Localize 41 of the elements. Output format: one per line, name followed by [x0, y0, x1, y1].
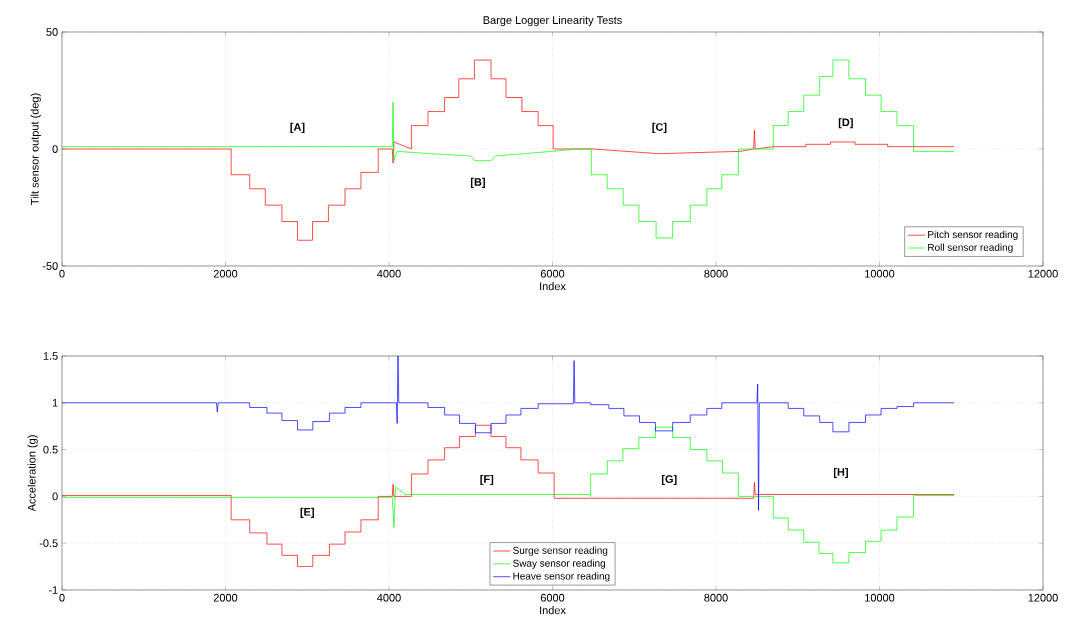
x-tick-label: 4000 [377, 269, 401, 278]
x-tick-label: 12000 [1028, 593, 1058, 602]
annotation: [H] [833, 467, 848, 479]
x-tick-label: 6000 [540, 269, 565, 278]
legend-label: Roll sensor reading [928, 243, 1013, 253]
x-tick-label: 12000 [1028, 269, 1058, 278]
x-tick-label: 8000 [704, 269, 728, 278]
legend-label: Pitch sensor reading [928, 230, 1018, 241]
legend-label: Surge sensor reading [513, 546, 608, 556]
y-axis-title: Acceleration (g) [27, 435, 38, 512]
y-tick-label: 1.5 [43, 352, 58, 360]
annotation: [G] [661, 474, 677, 486]
y-tick-label: 1 [52, 399, 58, 407]
y-tick-label: -50 [42, 262, 58, 270]
annotation: [F] [480, 474, 494, 486]
x-tick-label: 2000 [213, 269, 238, 278]
annotation: [C] [652, 122, 667, 134]
y-tick-label: 0 [52, 145, 58, 153]
x-tick-label: 0 [59, 269, 65, 278]
annotation: [B] [470, 177, 485, 189]
y-tick-label: 0 [52, 492, 58, 501]
y-tick-label: 0.5 [43, 445, 58, 454]
x-tick-label: 10000 [865, 593, 895, 602]
x-axis-title: Index [540, 606, 566, 615]
x-tick-label: 2000 [213, 593, 238, 602]
x-tick-label: 8000 [704, 593, 728, 602]
legend-label: Heave sensor reading [513, 572, 610, 582]
x-tick-label: 4000 [377, 593, 401, 602]
x-tick-label: 0 [59, 593, 65, 602]
legend-label: Sway sensor reading [513, 559, 605, 569]
y-tick-label: -0.5 [39, 539, 58, 548]
x-axis-title: Index [540, 282, 566, 291]
x-tick-label: 10000 [865, 269, 895, 278]
y-tick-label: -1 [48, 586, 58, 594]
annotation: [D] [838, 118, 853, 129]
y-axis-title: Tilt sensor output (deg) [30, 93, 41, 205]
annotation: [E] [300, 507, 314, 518]
x-tick-label: 6000 [540, 593, 565, 602]
y-tick-label: 50 [46, 28, 58, 36]
annotation: [A] [290, 122, 305, 134]
chart-title: Barge Logger Linearity Tests [483, 15, 622, 27]
